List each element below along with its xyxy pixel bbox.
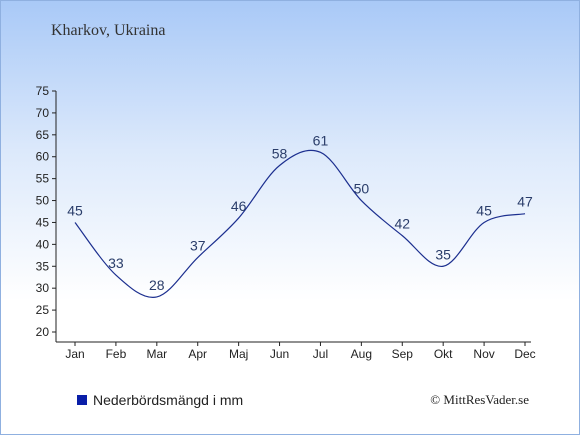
y-axis-ticks: 20 25 30 35 40 45 50 55 60 65 70 75	[36, 84, 56, 339]
x-axis-ticks: Jan Feb Mar Apr Maj Jun Jul Aug Sep Okt Nov Dec	[65, 342, 536, 361]
legend-swatch	[77, 395, 87, 405]
y-tick-label: 30	[36, 281, 50, 295]
y-tick-label: 20	[36, 325, 50, 339]
x-tick-label: Jun	[270, 347, 289, 361]
data-label: 58	[272, 145, 288, 161]
x-tick-label: Okt	[434, 347, 453, 361]
credit-text: © MittResVader.se	[430, 392, 529, 407]
x-tick-label: Aug	[351, 347, 372, 361]
x-tick-label: Sep	[392, 347, 414, 361]
x-tick-label: Jul	[313, 347, 328, 361]
data-label: 35	[435, 246, 451, 262]
y-tick-label: 60	[36, 150, 50, 164]
y-tick-label: 55	[36, 172, 50, 186]
data-label: 46	[231, 198, 247, 214]
y-tick-label: 65	[36, 128, 50, 142]
x-tick-label: Feb	[106, 347, 127, 361]
x-tick-label: Mar	[146, 347, 167, 361]
x-tick-label: Apr	[188, 347, 207, 361]
data-labels: 45 33 28 37 46 58 61 50 42 35 45 47	[67, 132, 533, 293]
x-tick-label: Maj	[229, 347, 248, 361]
data-label: 47	[517, 194, 533, 210]
legend: Nederbördsmängd i mm	[77, 392, 243, 408]
y-tick-label: 45	[36, 215, 50, 229]
legend-label: Nederbördsmängd i mm	[93, 392, 244, 408]
data-label: 61	[313, 132, 329, 148]
y-tick-label: 50	[36, 194, 50, 208]
chart-title: Kharkov, Ukraina	[51, 22, 166, 39]
data-label: 37	[190, 238, 206, 254]
data-label: 33	[108, 255, 124, 271]
data-label: 42	[394, 216, 410, 232]
y-tick-label: 70	[36, 106, 50, 120]
y-tick-label: 40	[36, 237, 50, 251]
data-label: 45	[67, 202, 83, 218]
x-tick-label: Dec	[514, 347, 535, 361]
x-tick-label: Nov	[473, 347, 494, 361]
y-tick-label: 75	[36, 84, 50, 98]
y-tick-label: 25	[36, 303, 50, 317]
data-label: 45	[476, 202, 492, 218]
axes	[55, 91, 531, 343]
data-label: 28	[149, 277, 165, 293]
data-label: 50	[354, 181, 370, 197]
x-tick-label: Jan	[65, 347, 84, 361]
y-tick-label: 35	[36, 259, 50, 273]
series-line	[74, 149, 526, 298]
series-layer	[74, 149, 526, 298]
